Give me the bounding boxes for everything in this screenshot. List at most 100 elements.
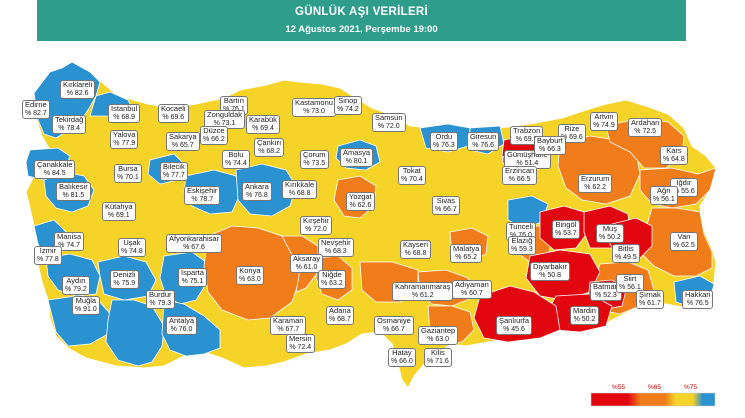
province-value: % 62.2: [584, 183, 607, 191]
province-value: % 69.1: [107, 211, 130, 219]
province-label-siirt: Siirt% 56.1: [616, 274, 644, 293]
province-value: % 69.9: [515, 135, 538, 143]
province-label-bal-kesir: Balıkesir% 81.5: [56, 182, 91, 201]
province-label-kayseri: Kayseri% 68.8: [400, 240, 432, 259]
province-name: Van: [677, 232, 691, 241]
province-name: İstanbul: [111, 104, 138, 113]
province-name: Isparta: [181, 268, 204, 277]
province-name: Tunceli: [509, 222, 533, 231]
province-name: Niğde: [322, 270, 342, 279]
province-value: % 61.0: [295, 263, 318, 271]
province-name: Edirne: [25, 100, 47, 109]
province-value: % 69.6: [162, 113, 185, 121]
province-name: Rize: [564, 124, 580, 133]
province-value: % 91.0: [75, 305, 97, 313]
province-value: % 69.4: [252, 124, 274, 132]
province-value: % 51.4: [516, 159, 539, 167]
province-label-bitlis: Bitlis% 49.5: [612, 244, 640, 263]
province-label--anl-urfa: Şanlıurfa% 45.6: [496, 316, 533, 335]
province-label-sakarya: Sakarya% 65.7: [166, 132, 200, 151]
province-name: Aksaray: [293, 254, 321, 263]
province-label-kars: Kars% 64.8: [660, 146, 688, 165]
province-value: % 76.0: [510, 231, 532, 239]
province-value: % 68.7: [329, 315, 351, 323]
province-label-yalova: Yalova% 77.9: [110, 130, 139, 149]
province-value: % 74.4: [225, 159, 247, 167]
province-name: Muş: [602, 224, 617, 233]
province-label-giresun: Giresun% 76.6: [467, 132, 500, 151]
province-label-manisa: Manisa% 74.7: [54, 232, 85, 251]
province-label-erzincan: Erzincan% 66.5: [502, 166, 538, 185]
province-label-ad-yaman: Adıyaman% 60.7: [452, 280, 492, 299]
province-label-diyarbak-r: Diyarbakır% 50.8: [530, 262, 571, 281]
province-value: % 76.0: [170, 325, 193, 333]
province-value: % 73.5: [303, 159, 326, 167]
province-value: % 76.3: [433, 141, 455, 149]
province-name: Karabük: [249, 115, 277, 124]
province-value: % 66.5: [508, 175, 531, 183]
province-name: Kilis: [431, 348, 445, 357]
province-name: Bingöl: [555, 220, 577, 229]
province-label-kahramanmara-: Kahramanmaraş% 61.2: [392, 282, 454, 301]
province-name: Manisa: [57, 232, 82, 241]
province-name: Erzincan: [505, 166, 535, 175]
province-value: % 62.6: [349, 201, 372, 209]
province-name: Siirt: [623, 274, 637, 283]
province-label-aksaray: Aksaray% 61.0: [290, 254, 324, 273]
province-name: Kırklareli: [63, 80, 93, 89]
province-label-kocaeli: Kocaeli% 69.6: [158, 104, 189, 123]
province-name: Bitlis: [617, 244, 634, 253]
province-name: Afyonkarahisar: [169, 234, 220, 243]
province-name: Nevşehir: [321, 238, 351, 247]
province-name: Kütahya: [105, 202, 133, 211]
province-value: % 61.7: [639, 299, 661, 307]
province-name: Gaziantep: [421, 326, 456, 335]
legend: %55 %65 %75: [590, 384, 716, 408]
province-label-a-r-: Ağrı% 56.1: [650, 186, 678, 205]
province-label-kilis: Kilis% 71.6: [424, 348, 452, 367]
province-name: Sinop: [338, 96, 358, 105]
province-name: Hatay: [392, 348, 412, 357]
province-value: % 65.2: [455, 253, 478, 261]
province-value: % 76.5: [686, 299, 709, 307]
province-value: % 68.3: [324, 247, 347, 255]
province-value: % 74.8: [121, 247, 143, 255]
province-name: Samsun: [375, 113, 403, 122]
province-name: Iğdır: [676, 178, 692, 187]
province-label-tekirda-: Tekirdağ% 78.4: [52, 115, 87, 134]
province-name: Adana: [329, 306, 351, 315]
province-value: % 66.7: [382, 325, 405, 333]
province-name: Kocaeli: [161, 104, 186, 113]
province-value: % 70.1: [117, 173, 139, 181]
province-value: % 66.7: [435, 205, 457, 213]
province-value: % 73.0: [303, 107, 325, 115]
province-name: Mersin: [289, 334, 312, 343]
province-value: % 55.6: [673, 187, 695, 195]
province-value: % 84.5: [43, 169, 66, 177]
province-value: % 74.7: [58, 241, 80, 249]
province-value: % 60.7: [460, 289, 483, 297]
province-value: % 78.7: [191, 195, 214, 203]
province-value: % 56.1: [653, 195, 675, 203]
province-label-i-stanbul: İstanbul% 68.9: [108, 104, 141, 123]
province-label-bolu: Bolu% 74.4: [222, 150, 250, 169]
province-value: % 79.3: [149, 299, 172, 307]
province-name: Gümüşhane: [507, 150, 548, 159]
province-value: % 77.7: [163, 171, 185, 179]
province-name: Düzce: [203, 126, 225, 135]
province-name: Konya: [239, 266, 261, 275]
province-name: Malatya: [453, 244, 480, 253]
province-name: Çorum: [303, 150, 326, 159]
province-label-antalya: Antalya% 76.0: [166, 316, 198, 335]
province-name: Ardahan: [631, 118, 660, 127]
province-name: Yalova: [113, 130, 136, 139]
province-label-gaziantep: Gaziantep% 63.0: [418, 326, 459, 345]
province-value: % 66.2: [203, 135, 225, 143]
province-value: % 61.2: [411, 291, 434, 299]
province-value: % 80.1: [345, 157, 368, 165]
province-label-isparta: Isparta% 75.1: [178, 268, 207, 287]
legend-gradient: [590, 392, 716, 407]
province-value: % 74.9: [593, 121, 615, 129]
province-label-burdur: Burdur% 79.3: [146, 290, 175, 309]
province-name: Tekirdağ: [55, 115, 84, 124]
